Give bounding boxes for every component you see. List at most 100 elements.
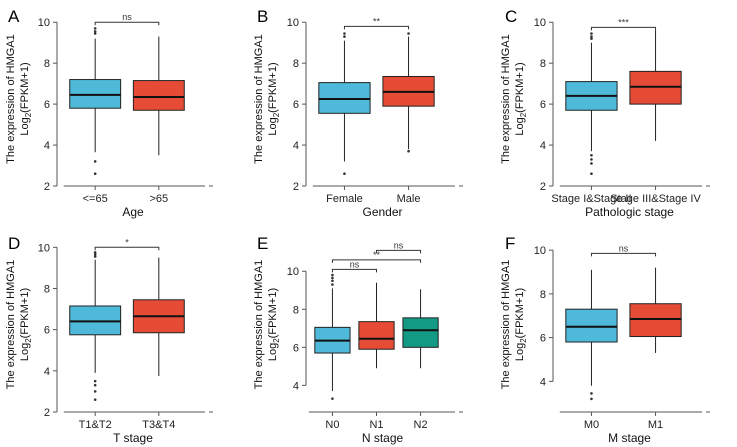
- y-tick-label: 6: [540, 333, 546, 345]
- y-tick-label: 6: [44, 99, 50, 111]
- y-axis-label-line1: The expression of HMGA1: [5, 34, 17, 164]
- box-Female: [318, 32, 371, 176]
- outlier-point: [93, 383, 97, 387]
- bracket-line: [331, 268, 377, 273]
- y-tick-label: 4: [44, 140, 50, 152]
- y-axis-label-line1: The expression of HMGA1: [500, 34, 512, 164]
- significance-label: **: [373, 16, 381, 26]
- x-tick-label: Stage I&Stage II: [551, 193, 631, 205]
- panel-B: B The expression of HMGA1 Log2(FPKM+1) 2 4 6 8…: [253, 7, 463, 219]
- outlier-point: [93, 172, 97, 176]
- outlier-point: [590, 172, 593, 176]
- y-tick-label: 6: [44, 325, 50, 337]
- y-tick-label: 10: [287, 17, 299, 29]
- y-tick-label: 6: [293, 342, 299, 354]
- y-axis-label-line2: Log2(FPKM+1): [19, 288, 33, 361]
- significance-bracket: *: [94, 237, 160, 251]
- outlier-point: [93, 255, 97, 258]
- box-iqr: [629, 303, 682, 338]
- bracket-line: [94, 21, 160, 26]
- outlier-point: [93, 32, 97, 35]
- box-iqr: [69, 305, 122, 336]
- significance-label: ns: [394, 240, 404, 250]
- box->65: [132, 36, 185, 156]
- panel-label: B: [257, 7, 268, 26]
- box-M0: [565, 269, 618, 401]
- box-Stage III&Stage IV: [629, 30, 682, 141]
- outlier-point: [590, 392, 593, 395]
- y-tick-label: 4: [293, 380, 299, 392]
- y-axis-label-line1: The expression of HMGA1: [5, 260, 17, 390]
- outlier-point: [331, 397, 334, 400]
- box-iqr: [629, 70, 682, 105]
- y-axis-label-line2: Log2(FPKM+1): [19, 62, 33, 135]
- outlier-point: [590, 162, 593, 165]
- significance-label: *: [125, 237, 129, 247]
- x-tick-label: >65: [149, 193, 168, 205]
- y-axis-label: The expression of HMGA1 Log2(FPKM+1): [253, 260, 281, 390]
- panel-label: D: [8, 234, 20, 253]
- outlier-point: [590, 35, 593, 38]
- panel-label: A: [8, 7, 20, 26]
- x-axis-label: T stage: [113, 431, 153, 445]
- x-tick-label: T3&T4: [142, 419, 175, 431]
- outlier-point: [93, 253, 97, 256]
- outlier-point: [93, 390, 97, 393]
- panel-label: C: [505, 7, 517, 26]
- y-tick-label: 6: [293, 99, 299, 111]
- y-axis-label-line1: The expression of HMGA1: [253, 34, 265, 164]
- x-tick-label: M1: [648, 419, 663, 431]
- box-iqr: [132, 80, 185, 111]
- box-M1: [629, 267, 682, 353]
- x-tick-label: N0: [325, 419, 339, 431]
- y-axis-label-line2: Log2(FPKM+1): [514, 62, 528, 135]
- bracket-line: [94, 246, 160, 251]
- bracket-line: [376, 249, 422, 254]
- outlier-point: [590, 32, 593, 35]
- outlier-point: [407, 149, 410, 153]
- significance-bracket: ns: [376, 240, 422, 254]
- outlier-point: [590, 397, 593, 401]
- y-tick-label: 10: [534, 245, 546, 257]
- outlier-point: [93, 398, 97, 401]
- y-tick-label: 4: [44, 366, 50, 378]
- bracket-line: [590, 252, 657, 257]
- x-axis-label: Age: [122, 205, 144, 219]
- y-tick-label: 2: [293, 181, 299, 193]
- x-tick-label: N1: [369, 419, 383, 431]
- panel-F: F The expression of HMGA1 Log2(FPKM+1) 4 6 8 1…: [500, 234, 710, 445]
- outlier-point: [343, 172, 346, 176]
- y-axis-label: The expression of HMGA1 Log2(FPKM+1): [500, 34, 528, 164]
- box-T3&T4: [132, 257, 185, 376]
- y-tick-label: 2: [44, 181, 50, 193]
- outlier-point: [331, 273, 334, 277]
- y-tick-label: 10: [287, 266, 299, 278]
- outlier-point: [590, 158, 593, 161]
- significance-bracket: ns: [94, 12, 160, 26]
- box-Male: [382, 32, 435, 153]
- box-Stage I&Stage II: [565, 32, 618, 176]
- box-N1: [358, 282, 395, 369]
- y-tick-label: 8: [540, 289, 546, 301]
- y-tick-label: 8: [44, 283, 50, 295]
- y-tick-label: 4: [293, 140, 299, 152]
- bracket-line: [343, 25, 410, 30]
- x-tick-label: M0: [584, 419, 599, 431]
- significance-bracket: ns: [590, 243, 657, 257]
- y-axis-label-line2: Log2(FPKM+1): [267, 62, 281, 135]
- x-tick-label: Female: [326, 193, 363, 205]
- panel-A: A The expression of HMGA1 Log2(FPKM+1) 2 4 6 8…: [5, 7, 213, 219]
- box-iqr: [318, 82, 371, 114]
- outlier-point: [331, 276, 334, 280]
- y-tick-label: 8: [44, 58, 50, 70]
- box-N0: [314, 273, 351, 400]
- x-tick-label: Stage III&Stage IV: [610, 193, 701, 205]
- x-axis-label: M stage: [608, 431, 651, 445]
- outlier-point: [407, 32, 410, 35]
- panel-label: F: [505, 234, 515, 253]
- y-tick-label: 6: [540, 99, 546, 111]
- significance-label: ns: [350, 259, 360, 269]
- y-axis-label-line2: Log2(FPKM+1): [267, 288, 281, 361]
- panel-label: E: [257, 234, 268, 253]
